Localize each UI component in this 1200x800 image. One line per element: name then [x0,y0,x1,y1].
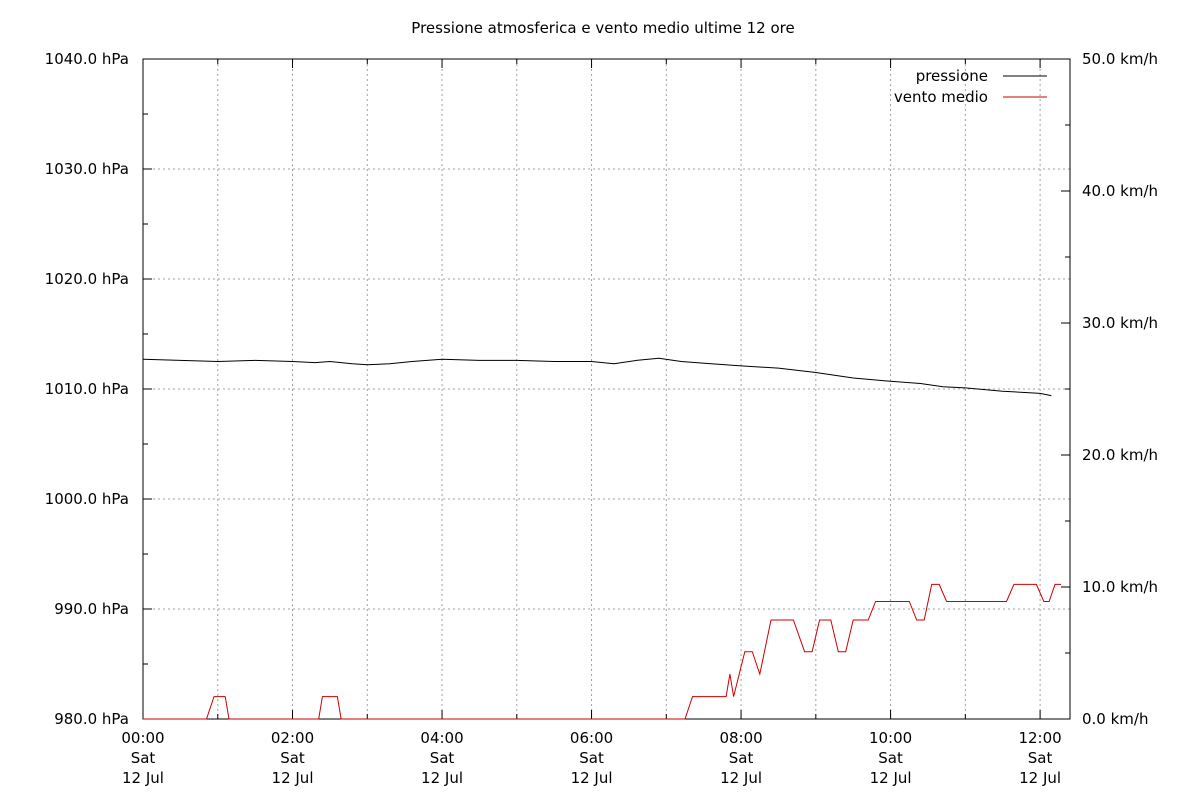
x-tick-label-date: 12 Jul [720,769,762,787]
y-left-tick-label: 1040.0 hPa [45,50,129,68]
x-tick-label-date: 12 Jul [870,769,912,787]
plot-frame [142,58,1071,720]
x-tick-label-time: 08:00 [719,729,762,747]
x-tick-label-date: 12 Jul [1019,769,1061,787]
chart-title: Pressione atmosferica e vento medio ulti… [411,19,794,37]
x-tick-label-time: 04:00 [420,729,463,747]
x-tick-label-day: Sat [729,749,754,767]
x-tick-label-time: 12:00 [1018,729,1061,747]
x-tick-label-day: Sat [1028,749,1053,767]
y-left-tick-label: 1010.0 hPa [45,380,129,398]
x-tick-label-day: Sat [579,749,604,767]
series-line-vento-medio [143,583,1061,720]
y-right-tick-label: 20.0 km/h [1082,446,1158,464]
series-line-pressione [142,357,1052,397]
x-tick-label-day: Sat [878,749,903,767]
y-left-tick-label: 1030.0 hPa [45,160,129,178]
y-left-tick-label: 980.0 hPa [54,710,129,728]
series [142,357,1061,720]
x-tick-label-day: Sat [430,749,455,767]
x-tick-label-time: 06:00 [570,729,613,747]
x-tick-label-date: 12 Jul [272,769,314,787]
x-tick-label-time: 10:00 [869,729,912,747]
grid [143,59,1070,719]
x-tick-label-date: 12 Jul [571,769,613,787]
y-right-tick-label: 50.0 km/h [1082,50,1158,68]
x-tick-label-day: Sat [131,749,156,767]
axes: 980.0 hPa 990.0 hPa 1000.0 hPa 1010.0 hPa 10… [45,50,1158,787]
x-tick-label-date: 12 Jul [421,769,463,787]
x-tick-label-day: Sat [280,749,305,767]
legend-label: vento medio [894,88,988,106]
legend: pressione vento medio [894,67,1047,106]
y-left-tick-label: 990.0 hPa [54,600,129,618]
y-right-tick-label: 10.0 km/h [1082,578,1158,596]
x-tick-label-time: 02:00 [271,729,314,747]
y-right-tick-label: 0.0 km/h [1082,710,1148,728]
y-left-tick-label: 1000.0 hPa [45,490,129,508]
legend-label: pressione [916,67,988,85]
y-right-tick-label: 40.0 km/h [1082,182,1158,200]
y-left-tick-label: 1020.0 hPa [45,270,129,288]
x-tick-label-date: 12 Jul [122,769,164,787]
x-tick-label-time: 00:00 [121,729,164,747]
y-right-tick-label: 30.0 km/h [1082,314,1158,332]
